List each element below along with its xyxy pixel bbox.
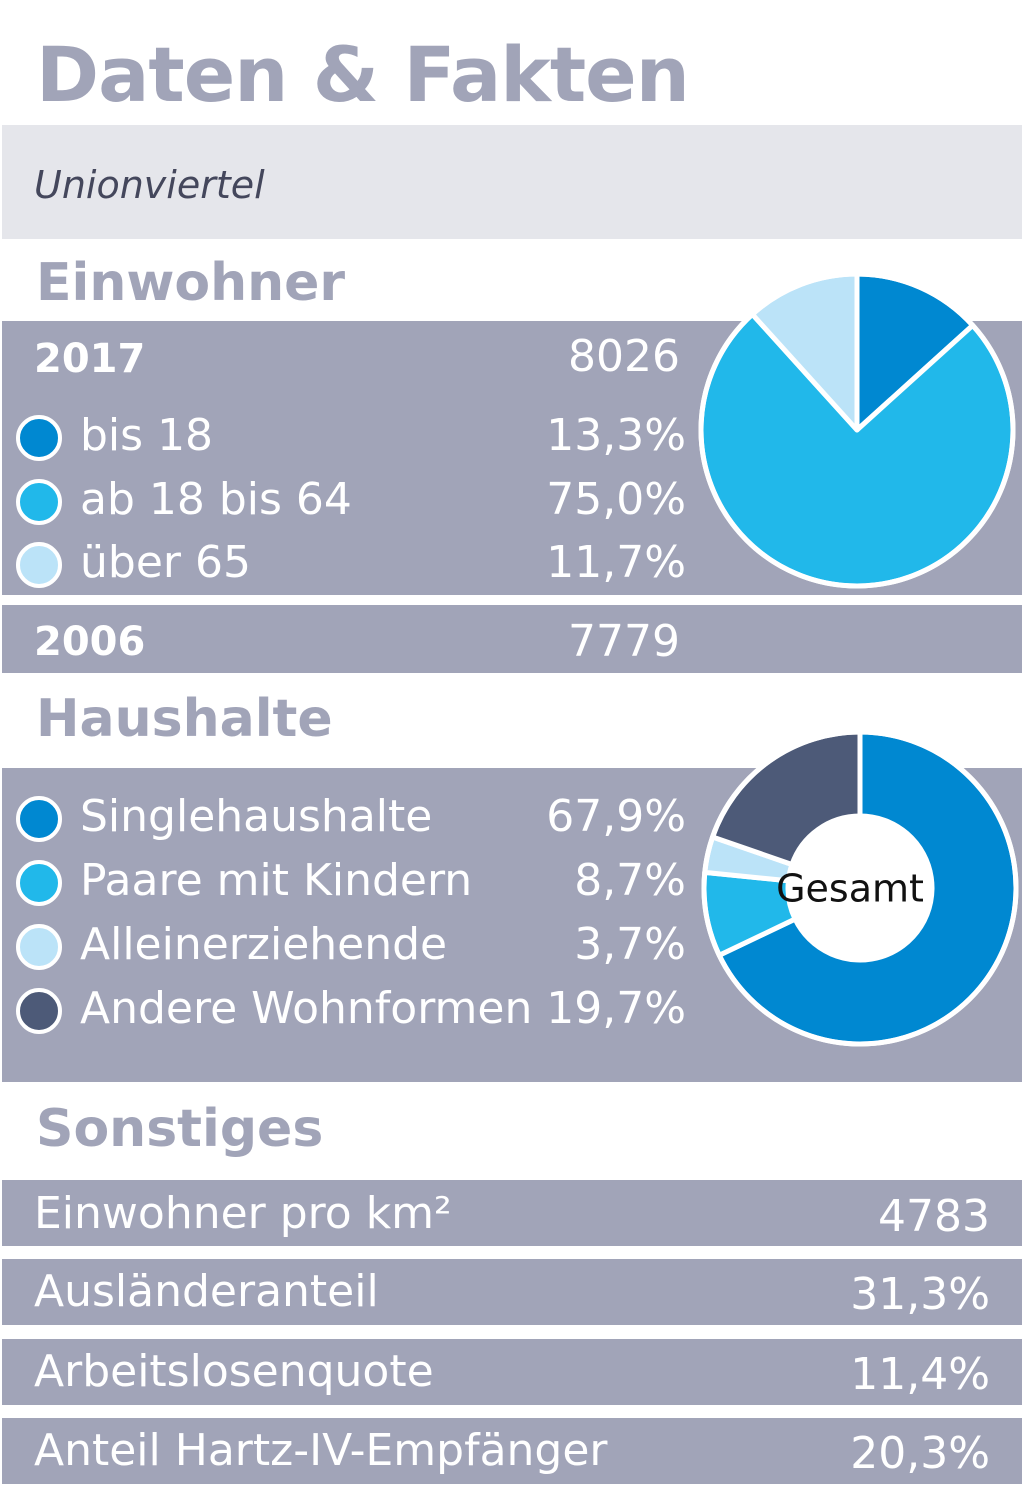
einwohner-2006-band <box>2 605 1022 673</box>
legend-item-alleinerziehende: Alleinerziehende 3,7% <box>16 917 686 973</box>
population-2017: 8026 <box>568 331 680 382</box>
legend-label: ab 18 bis 64 <box>80 474 352 525</box>
page-title: Daten & Fakten <box>36 30 690 119</box>
legend-swatch <box>16 415 62 461</box>
legend-value: 8,7% <box>574 855 686 906</box>
stat-row-einwohner-pro-km2 <box>2 1180 1022 1246</box>
legend-value: 11,7% <box>546 537 686 588</box>
legend-label: Andere Wohnformen <box>80 983 533 1034</box>
stat-value: 11,4% <box>850 1349 990 1400</box>
legend-value: 19,7% <box>546 983 686 1034</box>
legend-value: 67,9% <box>546 791 686 842</box>
population-2006: 7779 <box>568 616 680 667</box>
stat-row-hartz-iv-anteil <box>2 1418 1022 1484</box>
legend-label: bis 18 <box>80 410 214 461</box>
stat-row-auslaenderanteil <box>2 1259 1022 1325</box>
legend-label: Alleinerziehende <box>80 919 448 970</box>
stat-value: 4783 <box>878 1191 990 1242</box>
legend-swatch <box>16 479 62 525</box>
legend-item-andere-wohnformen: Andere Wohnformen 19,7% <box>16 981 686 1037</box>
legend-item-paare-mit-kindern: Paare mit Kindern 8,7% <box>16 853 686 909</box>
section-heading-sonstiges: Sonstiges <box>36 1099 324 1159</box>
section-heading-einwohner: Einwohner <box>36 253 346 313</box>
legend-swatch <box>16 542 62 588</box>
stat-label: Einwohner pro km² <box>34 1188 452 1239</box>
legend-label: über 65 <box>80 537 251 588</box>
legend-value: 75,0% <box>546 474 686 525</box>
stat-value: 31,3% <box>850 1269 990 1320</box>
legend-swatch <box>16 860 62 906</box>
legend-swatch <box>16 988 62 1034</box>
legend-value: 3,7% <box>574 919 686 970</box>
legend-label: Paare mit Kindern <box>80 855 473 906</box>
legend-item-singlehaushalte: Singlehaushalte 67,9% <box>16 789 686 845</box>
legend-item-ueber-65: über 65 11,7% <box>16 535 686 591</box>
legend-value: 13,3% <box>546 410 686 461</box>
stat-label: Anteil Hartz-IV-Empfänger <box>34 1425 608 1476</box>
year-label-2017: 2017 <box>34 336 146 382</box>
stat-label: Ausländeranteil <box>34 1266 379 1317</box>
legend-swatch <box>16 924 62 970</box>
stat-label: Arbeitslosenquote <box>34 1346 434 1397</box>
legend-item-18-bis-64: ab 18 bis 64 75,0% <box>16 472 686 528</box>
stat-value: 20,3% <box>850 1428 990 1479</box>
year-label-2006: 2006 <box>34 619 146 665</box>
legend-label: Singlehaushalte <box>80 791 433 842</box>
stat-row-arbeitslosenquote <box>2 1339 1022 1405</box>
subtitle-band <box>2 125 1022 239</box>
legend-swatch <box>16 796 62 842</box>
district-name: Unionviertel <box>34 163 265 207</box>
section-heading-haushalte: Haushalte <box>36 689 333 749</box>
legend-item-bis-18: bis 18 13,3% <box>16 408 686 464</box>
